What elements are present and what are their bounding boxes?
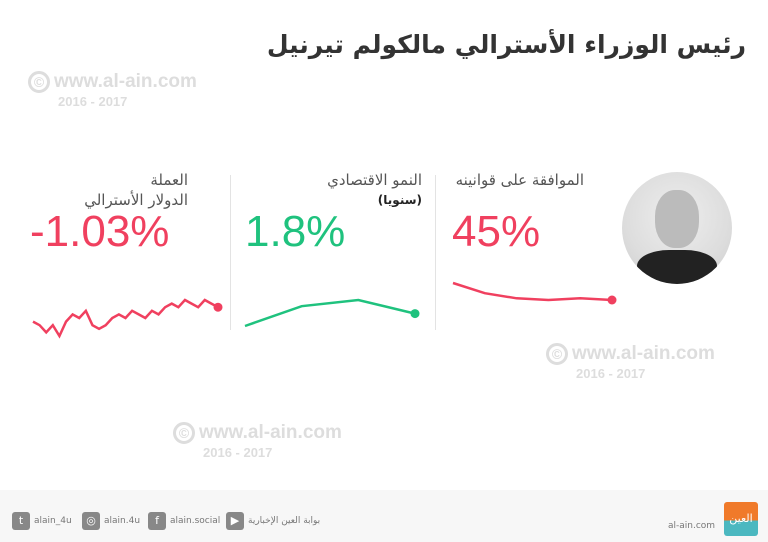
divider xyxy=(230,175,231,330)
watermark: © www.al-ain.com 2016 - 2017 xyxy=(546,342,715,382)
sparkline-endpoint xyxy=(213,302,223,312)
watermark-url: www.al-ain.com xyxy=(199,422,342,443)
divider xyxy=(435,175,436,330)
growth-sparkline xyxy=(244,298,420,328)
instagram-handle: alain.4u xyxy=(104,516,141,526)
currency-sparkline xyxy=(32,298,223,339)
page-title: رئيس الوزراء الأسترالي مالكولم تيرنيل xyxy=(266,30,746,59)
growth-value: 1.8% xyxy=(245,207,346,256)
twitter-handle: alain_4u xyxy=(34,516,72,526)
twitter-icon: t xyxy=(12,512,30,530)
instagram-icon: ◎ xyxy=(82,512,100,530)
approval-label: الموافقة على قوانينه xyxy=(455,171,584,189)
currency-sublabel: الدولار الأسترالي xyxy=(84,191,188,209)
sparklines xyxy=(32,281,617,339)
youtube-icon: ▶ xyxy=(226,512,244,530)
growth-label: النمو الاقتصادي (سنويا) xyxy=(327,170,422,210)
currency-label: العملة الدولار الأسترالي xyxy=(84,170,188,210)
watermark: © www.al-ain.com 2016 - 2017 xyxy=(173,421,342,461)
copyright-icon: © xyxy=(546,343,568,365)
currency-value: -1.03% xyxy=(30,207,170,256)
sparkline-line xyxy=(244,298,416,328)
sparkline-endpoint xyxy=(410,309,420,319)
facebook-link[interactable]: f alain.social xyxy=(148,512,220,530)
instagram-link[interactable]: ◎ alain.4u xyxy=(82,512,140,530)
watermark-years: 2016 - 2017 xyxy=(203,445,273,460)
watermark-years: 2016 - 2017 xyxy=(576,366,646,381)
facebook-handle: alain.social xyxy=(170,516,221,526)
growth-sublabel: (سنويا) xyxy=(377,193,422,207)
growth-title: النمو الاقتصادي xyxy=(327,171,422,189)
approval-sparkline xyxy=(452,281,617,305)
facebook-icon: f xyxy=(148,512,166,530)
youtube-handle: بوابة العين الإخبارية xyxy=(248,516,321,526)
portrait xyxy=(622,172,732,284)
footer xyxy=(0,490,768,542)
watermark-url: www.al-ain.com xyxy=(572,343,715,364)
approval-value: 45% xyxy=(452,207,541,256)
copyright-icon: © xyxy=(173,422,195,444)
twitter-link[interactable]: t alain_4u xyxy=(12,512,72,530)
watermark: © www.al-ain.com 2016 - 2017 xyxy=(28,70,197,110)
sparkline-line xyxy=(452,281,613,302)
sparkline-endpoint xyxy=(607,295,617,305)
logo: العين xyxy=(724,502,758,536)
watermark-url: www.al-ain.com xyxy=(54,71,197,92)
sparkline-line xyxy=(32,298,219,339)
youtube-link[interactable]: ▶ بوابة العين الإخبارية xyxy=(226,512,320,530)
site-link[interactable]: al-ain.com xyxy=(668,521,716,531)
currency-title: العملة xyxy=(150,171,188,189)
copyright-icon: © xyxy=(28,71,50,93)
watermark-years: 2016 - 2017 xyxy=(58,94,128,109)
